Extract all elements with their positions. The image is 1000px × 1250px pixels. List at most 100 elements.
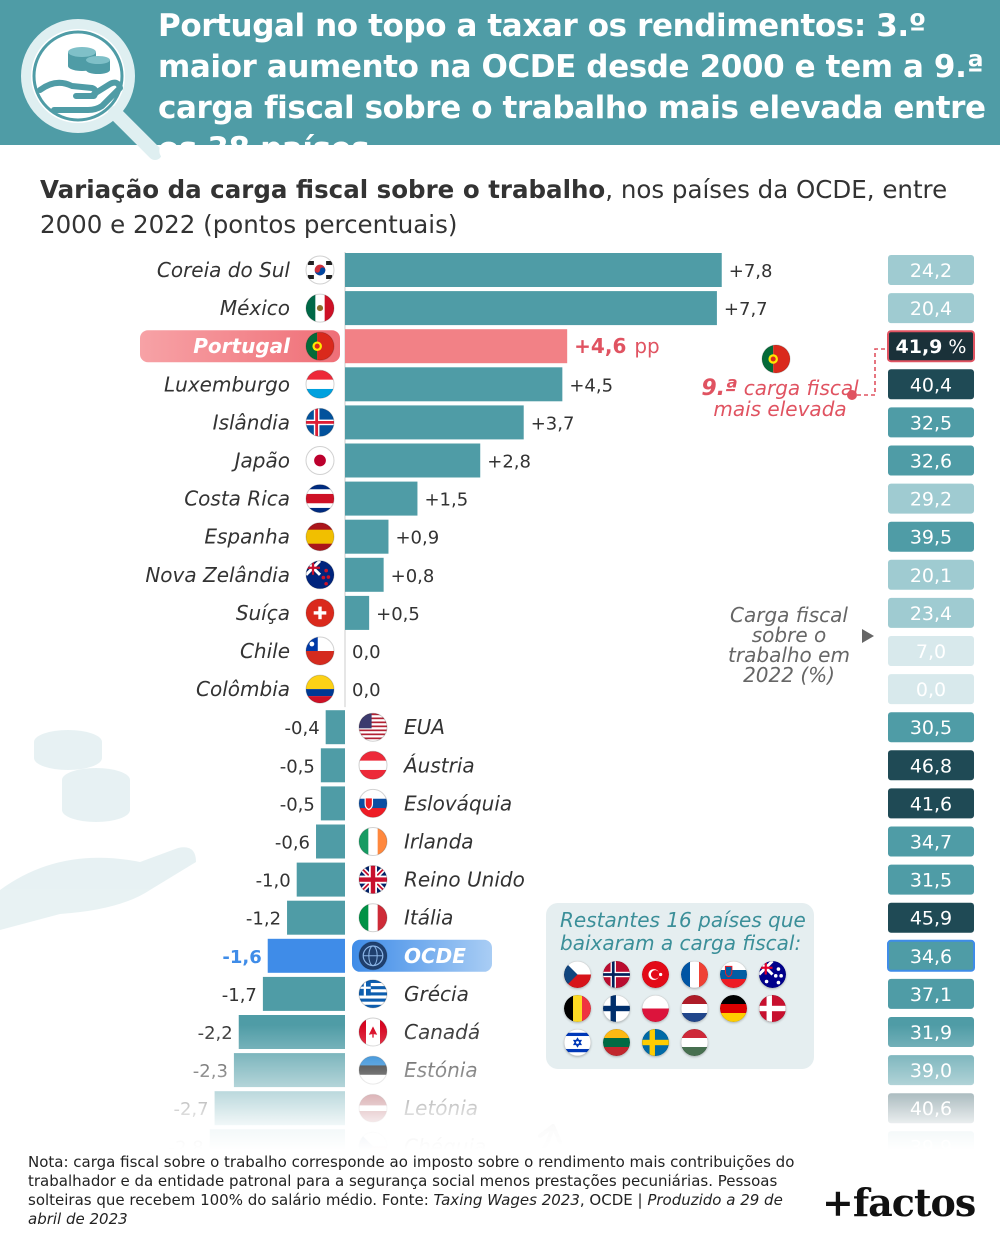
flag-japan-icon bbox=[305, 446, 335, 475]
tax-burden-value-portugal: 41,9% bbox=[896, 336, 967, 358]
country-label-islandia: Islândia bbox=[213, 410, 290, 434]
tax-burden-box-italia: 45,9 bbox=[888, 902, 974, 933]
note-source: Taxing Wages 2023 bbox=[433, 1191, 580, 1209]
country-label-eslovaquia: Eslováquia bbox=[404, 791, 512, 815]
note-source-end: , OCDE | bbox=[579, 1191, 648, 1209]
tax-burden-box-austria: 46,8 bbox=[888, 750, 974, 781]
tax-burden-value-grecia: 37,1 bbox=[910, 984, 952, 1006]
remaining-countries-box: Restantes 16 países que baixaram a carga… bbox=[546, 903, 814, 1069]
tax-burden-value-ocde: 34,6 bbox=[910, 946, 952, 968]
bar-japao bbox=[345, 443, 481, 478]
tax-burden-value-luxemburgo: 40,4 bbox=[910, 374, 952, 396]
tax-burden-box-costa-rica: 29,2 bbox=[888, 483, 974, 514]
flag-mexico-icon bbox=[305, 293, 335, 323]
country-label-japao: Japão bbox=[231, 449, 290, 473]
country-label-estonia: Estónia bbox=[404, 1058, 478, 1082]
tax-burden-value-nova-zelandia: 20,1 bbox=[910, 565, 952, 587]
bar-grecia bbox=[262, 976, 345, 1011]
tax-burden-box-ocde: 34,6 bbox=[887, 939, 975, 972]
highlight-pill-portugal bbox=[140, 330, 340, 363]
flag-austria-icon bbox=[358, 750, 388, 780]
tax-burden-value-islandia: 32,5 bbox=[910, 412, 952, 434]
value-label-espanha: +0,9 bbox=[395, 528, 439, 549]
tax-burden-value-austria: 46,8 bbox=[910, 755, 952, 777]
value-label-ocde: -1,6 bbox=[222, 947, 261, 968]
value-label-austria: -0,5 bbox=[280, 756, 315, 777]
bar-eslovaquia bbox=[320, 786, 345, 821]
value-label-mexico: +7,7 bbox=[724, 299, 768, 320]
flag-new-zealand-icon bbox=[305, 560, 335, 590]
bar-ocde bbox=[267, 938, 345, 973]
bar-irlanda bbox=[316, 824, 345, 859]
tax-burden-box-coreia-do-sul: 24,2 bbox=[888, 255, 974, 285]
value-label-eua: -0,4 bbox=[285, 718, 320, 739]
country-label-austria: Áustria bbox=[402, 753, 475, 777]
country-label-portugal: Portugal bbox=[193, 334, 291, 358]
footnote: Nota: carga fiscal sobre o trabalho corr… bbox=[28, 1153, 818, 1229]
tax-burden-box-eslovaquia: 41,6 bbox=[888, 788, 974, 819]
country-label-irlanda: Irlanda bbox=[404, 830, 474, 854]
tax-burden-value-reino-unido: 31,5 bbox=[910, 870, 952, 892]
flag-portugal-icon bbox=[305, 331, 335, 361]
tax-burden-value-mexico: 20,4 bbox=[910, 298, 952, 320]
tax-burden-value-italia: 45,9 bbox=[910, 908, 952, 930]
tax-burden-value-estonia: 39,0 bbox=[910, 1060, 952, 1082]
value-label-letonia: -2,7 bbox=[173, 1099, 208, 1120]
flag-lithuania-icon bbox=[603, 1029, 630, 1056]
country-label-nova-zelandia: Nova Zelândia bbox=[145, 563, 290, 587]
flag-czechia-icon bbox=[564, 961, 591, 988]
annotation-ordinal: 9.ª bbox=[701, 376, 738, 401]
portugal-rank-annotation: 9.ª carga fiscal mais elevada bbox=[700, 378, 860, 420]
bar-canada bbox=[238, 1015, 345, 1049]
tax-burden-box-grecia: 37,1 bbox=[888, 978, 974, 1009]
tax-burden-value-colombia: 0,0 bbox=[916, 679, 946, 701]
flag-switzerland-icon bbox=[305, 598, 335, 628]
bar-chequia bbox=[209, 1129, 345, 1150]
flag-canada-icon bbox=[358, 1017, 388, 1047]
tax-burden-box-letonia: 40,6 bbox=[888, 1093, 974, 1124]
tax-burden-value-chequia: 39,9 bbox=[910, 1136, 952, 1150]
value-unit-portugal: pp bbox=[634, 334, 659, 358]
flag-south-korea-icon bbox=[305, 255, 335, 285]
country-label-colombia: Colômbia bbox=[196, 677, 290, 701]
flag-colombia-icon bbox=[305, 674, 335, 704]
value-label-estonia: -2,3 bbox=[193, 1061, 228, 1082]
flag-italy-icon bbox=[358, 903, 388, 933]
flag-latvia-icon bbox=[358, 1093, 388, 1123]
annotation-text: carga fiscal mais elevada bbox=[713, 376, 859, 421]
flag-luxembourg-icon bbox=[305, 369, 335, 399]
flag-chile-icon bbox=[305, 636, 335, 666]
bar-islandia bbox=[345, 405, 524, 440]
tax-burden-box-colombia: 0,0 bbox=[888, 674, 974, 705]
tax-burden-box-reino-unido: 31,5 bbox=[888, 864, 974, 895]
tax-burden-box-estonia: 39,0 bbox=[888, 1055, 974, 1086]
value-label-grecia: -1,7 bbox=[222, 985, 257, 1006]
bar-letonia bbox=[214, 1091, 345, 1126]
bar-coreia-do-sul bbox=[345, 253, 722, 287]
tax-burden-value-eua: 30,5 bbox=[910, 717, 952, 739]
remaining-countries-title: Restantes 16 países que baixaram a carga… bbox=[560, 908, 806, 955]
flag-estonia-icon bbox=[358, 1055, 388, 1085]
flag-slovenia-icon bbox=[720, 961, 747, 988]
flag-greece-icon bbox=[358, 979, 388, 1009]
value-label-reino-unido: -1,0 bbox=[256, 871, 291, 892]
tax-burden-box-portugal: 41,9% bbox=[887, 330, 975, 363]
tax-burden-box-mexico: 20,4 bbox=[888, 293, 974, 324]
bar-estonia bbox=[233, 1053, 345, 1088]
tax-burden-value-coreia-do-sul: 24,2 bbox=[910, 260, 952, 282]
page-title: Portugal no topo a taxar os rendimentos:… bbox=[158, 8, 986, 167]
flag-slovakia-icon bbox=[358, 788, 388, 818]
flag-costa-rica-icon bbox=[305, 484, 335, 514]
value-label-canada: -2,2 bbox=[198, 1023, 233, 1044]
flag-israel-icon bbox=[564, 1029, 591, 1056]
value-label-costa-rica: +1,5 bbox=[424, 490, 468, 511]
value-label-japao: +2,8 bbox=[487, 452, 531, 473]
value-label-colombia: 0,0 bbox=[352, 680, 381, 701]
flag-spain-icon bbox=[305, 522, 335, 552]
note-produced: Produzido a 29 de abril de 2023 bbox=[28, 1191, 783, 1228]
tax-burden-value-chile: 7,0 bbox=[916, 641, 946, 663]
coins-hand-decoration bbox=[0, 730, 196, 930]
value-label-eslovaquia: -0,5 bbox=[280, 794, 315, 815]
value-label-coreia-do-sul: +7,8 bbox=[729, 261, 773, 282]
tax-burden-value-canada: 31,9 bbox=[910, 1022, 952, 1044]
